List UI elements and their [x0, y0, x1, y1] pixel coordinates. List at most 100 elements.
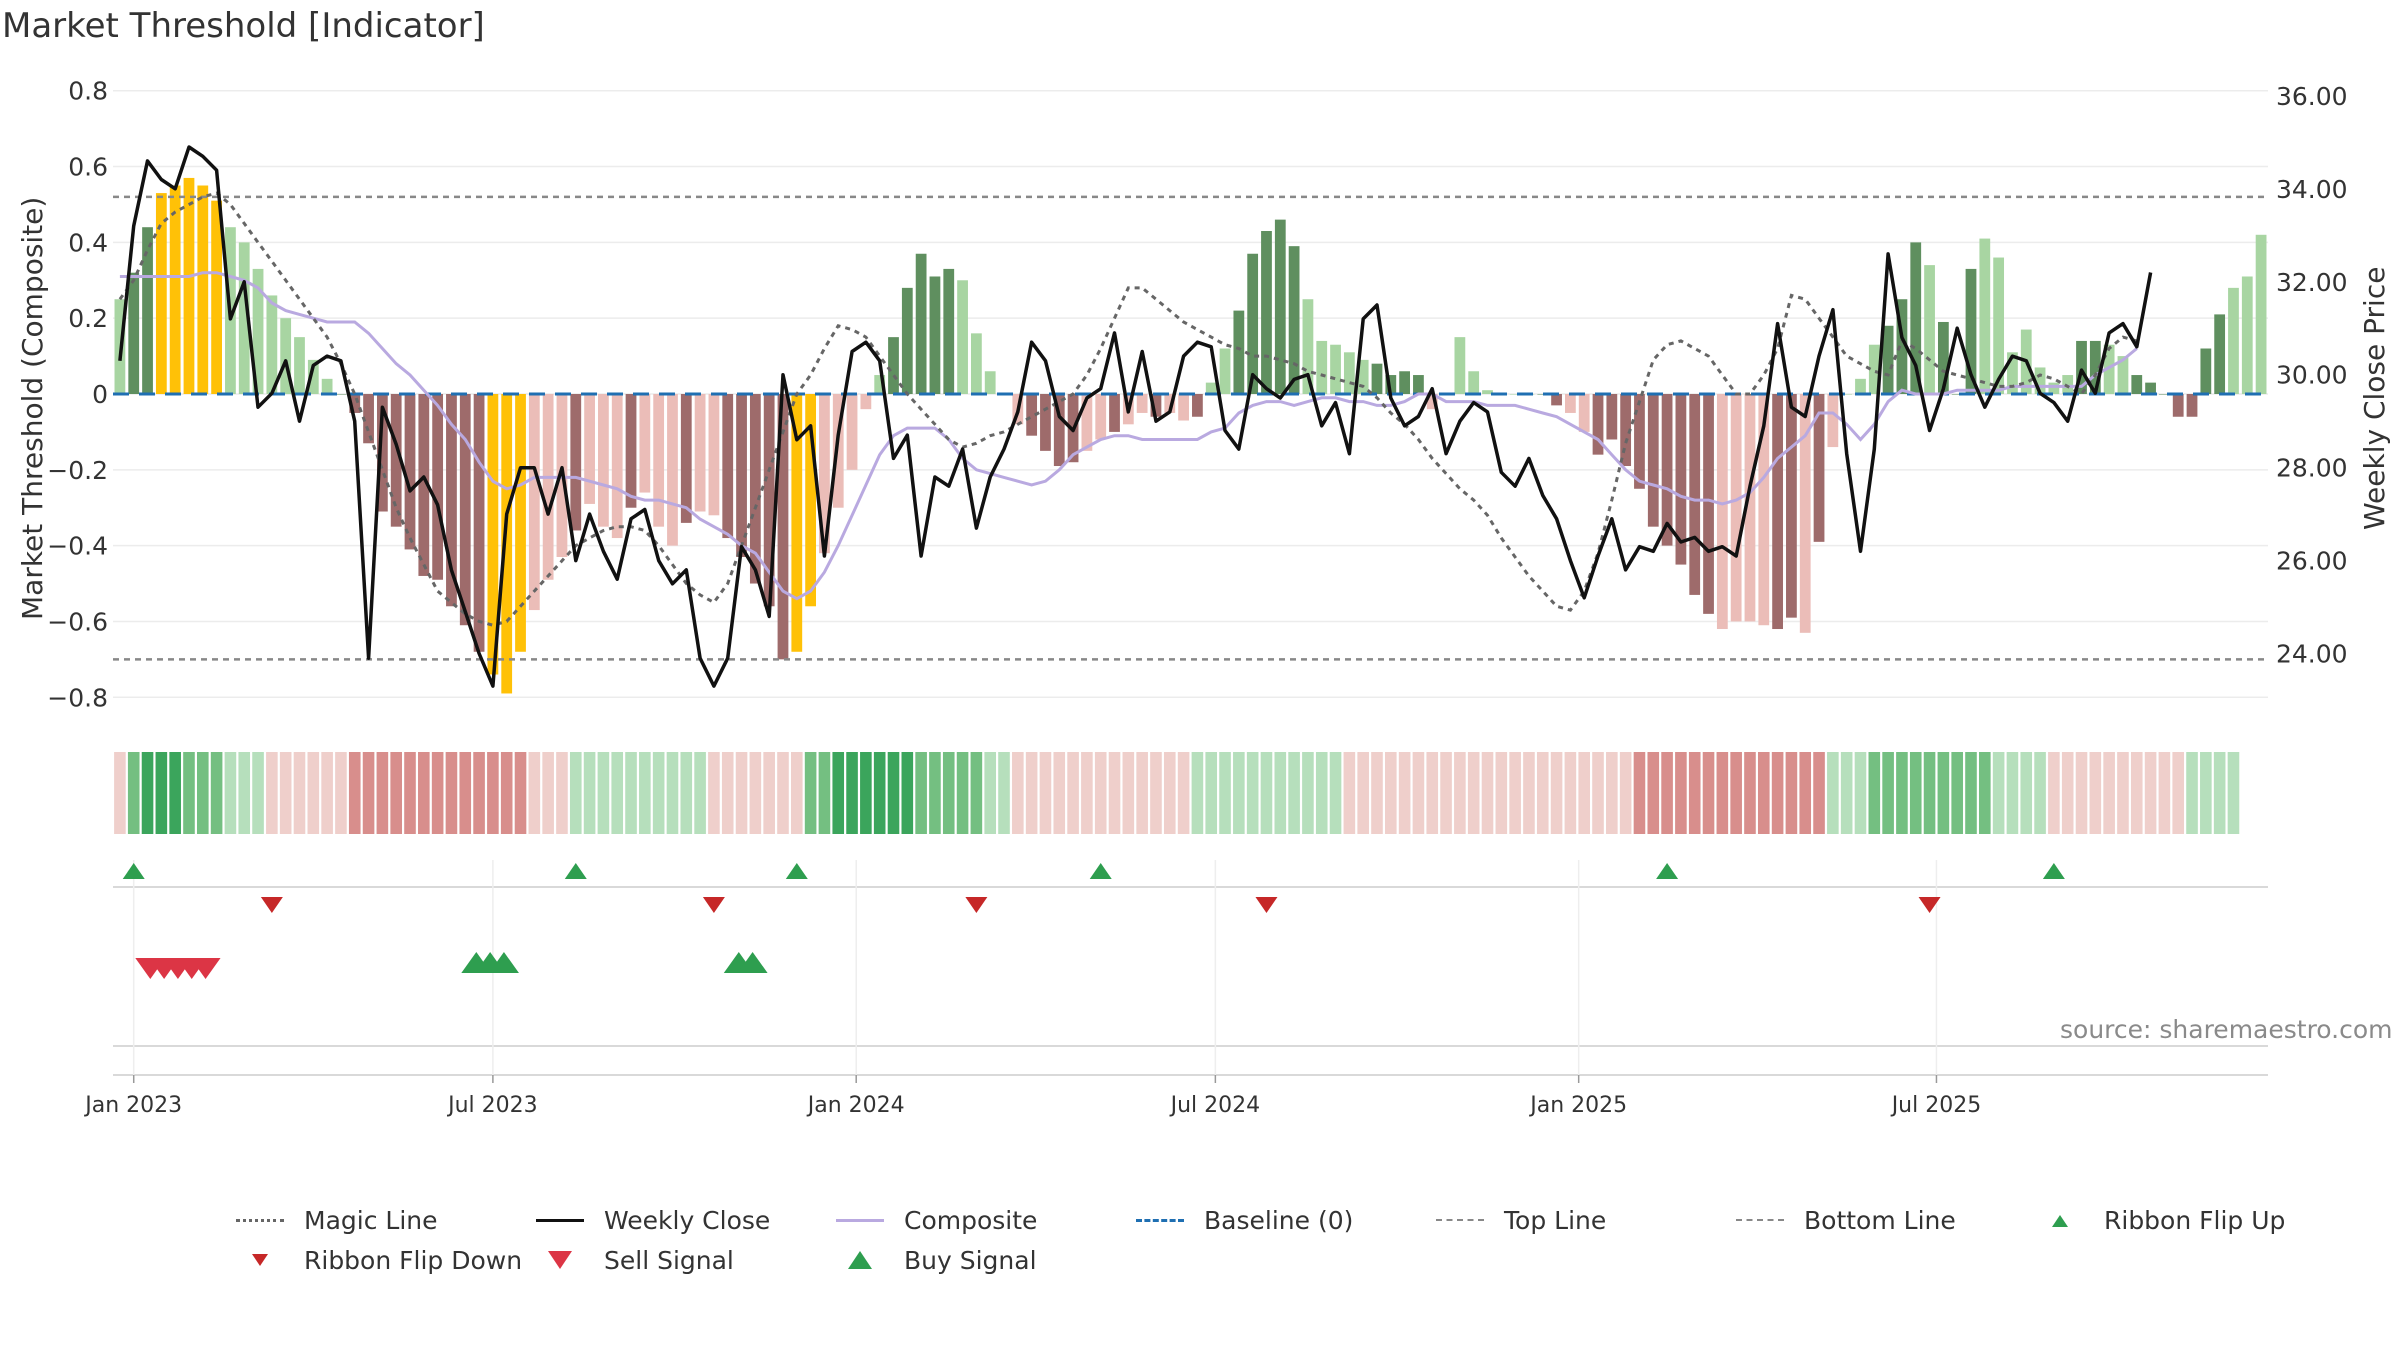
composite-bar — [694, 394, 706, 512]
sell-signal-marker — [190, 958, 221, 979]
y2-tick-label: 28.00 — [2276, 454, 2348, 483]
composite-bar — [1620, 394, 1632, 467]
ribbon-cell — [1094, 752, 1107, 834]
ribbon-cell — [1481, 752, 1494, 834]
composite-bar — [1827, 394, 1839, 448]
composite-bar — [2117, 356, 2129, 394]
legend-ribbon-flip-up[interactable]: Ribbon Flip Up — [2030, 1206, 2330, 1235]
legend-label: Weekly Close — [604, 1205, 771, 1235]
legend-ribbon-flip-down[interactable]: Ribbon Flip Down — [230, 1246, 530, 1275]
composite-bar — [2076, 340, 2087, 394]
legend-magic-line[interactable]: Magic Line — [230, 1206, 530, 1235]
composite-bar — [128, 272, 140, 394]
legend-label: Ribbon Flip Down — [304, 1245, 523, 1275]
source-attribution: source: sharemaestro.com — [2060, 1015, 2393, 1044]
composite-bar — [915, 253, 927, 394]
legend-composite[interactable]: Composite — [830, 1206, 1130, 1235]
ribbon-cell — [1122, 752, 1135, 834]
ribbon-cell — [445, 752, 458, 834]
ribbon-cell — [1688, 752, 1701, 834]
composite-bar — [1316, 340, 1328, 394]
ribbon-cell — [1108, 752, 1121, 834]
composite-bar — [1413, 375, 1424, 394]
composite-bar — [777, 394, 789, 660]
x-tick-label: Jul 2024 — [1169, 1093, 1261, 1118]
legend-top-line[interactable]: Top Line — [1430, 1206, 1730, 1235]
ribbon-cell — [169, 752, 181, 834]
composite-bar — [2089, 340, 2101, 394]
ribbon-cell — [1592, 752, 1604, 834]
ribbon-cell — [832, 752, 845, 834]
ribbon-cell — [238, 752, 251, 834]
ribbon-cell — [279, 752, 292, 834]
ribbon-cell — [2227, 752, 2240, 834]
ribbon-cell — [1965, 752, 1977, 834]
composite-bar — [929, 276, 941, 394]
ribbon-cell — [625, 752, 637, 834]
ribbon-cell — [1675, 752, 1687, 834]
ribbon-cell — [528, 752, 541, 834]
ribbon-cell — [1979, 752, 1991, 834]
ribbon-cell — [418, 752, 430, 834]
composite-bar — [1468, 371, 1480, 394]
composite-bar — [1786, 394, 1797, 618]
composite-bar — [970, 333, 982, 394]
ribbon-cell — [777, 752, 789, 834]
composite-bar — [1758, 394, 1770, 626]
composite-bar — [1979, 238, 1991, 394]
composite-bar — [1261, 231, 1272, 394]
composite-bar — [473, 394, 485, 652]
ribbon-flip-up-marker — [2042, 863, 2065, 879]
ribbon-flip-up-marker — [785, 863, 808, 879]
composite-bar — [390, 394, 402, 527]
composite-bar — [1095, 394, 1107, 440]
composite-bar — [211, 200, 222, 394]
legend-sell-signal[interactable]: Sell Signal — [530, 1246, 830, 1275]
chart-legend: Magic Line Weekly Close Composite Baseli… — [230, 1200, 2330, 1280]
composite-bar — [680, 394, 692, 523]
composite-bar — [1937, 321, 1949, 394]
ribbon-cell — [1578, 752, 1591, 834]
ribbon-cell — [1606, 752, 1618, 834]
legend-buy-signal[interactable]: Buy Signal — [830, 1246, 1130, 1275]
ribbon-flip-up-marker — [122, 863, 145, 879]
ribbon-cell — [1246, 752, 1259, 834]
composite-bar — [528, 394, 540, 611]
composite-bar — [1343, 352, 1355, 394]
composite-bar — [1661, 394, 1673, 546]
ribbon-cell — [1233, 752, 1245, 834]
legend-label: Sell Signal — [604, 1245, 734, 1275]
legend-weekly-close[interactable]: Weekly Close — [530, 1206, 830, 1235]
ribbon-cell — [1288, 752, 1300, 834]
ribbon-cell — [1467, 752, 1480, 834]
composite-bar — [791, 394, 803, 652]
composite-bar — [639, 394, 651, 493]
ribbon-cell — [998, 752, 1010, 834]
ribbon-cell — [597, 752, 610, 834]
ribbon-cell — [1440, 752, 1452, 834]
x-tick-label: Jan 2024 — [806, 1093, 905, 1118]
composite-bar — [142, 227, 153, 394]
composite-bar — [1219, 348, 1231, 394]
ribbon-cell — [335, 752, 347, 834]
composite-bar — [1910, 242, 1922, 394]
y-tick-label: −0.6 — [47, 607, 108, 636]
buy-signal-icon — [848, 1251, 872, 1269]
composite-bar — [487, 394, 499, 675]
ribbon-cell — [1536, 752, 1549, 834]
ribbon-cell — [2200, 752, 2212, 834]
ribbon-cell — [514, 752, 527, 834]
composite-bar — [1799, 394, 1811, 633]
ribbon-cell — [1163, 752, 1176, 834]
y-tick-label: −0.8 — [47, 683, 108, 712]
legend-baseline[interactable]: Baseline (0) — [1130, 1206, 1430, 1235]
x-tick-label: Jul 2025 — [1890, 1093, 1982, 1118]
ribbon-cell — [141, 752, 154, 834]
ribbon-cell — [1412, 752, 1425, 834]
composite-bar — [888, 337, 899, 394]
composite-bar — [1578, 394, 1590, 432]
composite-bar — [2131, 375, 2143, 394]
legend-bottom-line[interactable]: Bottom Line — [1730, 1206, 2030, 1235]
composite-bar — [2062, 375, 2074, 394]
